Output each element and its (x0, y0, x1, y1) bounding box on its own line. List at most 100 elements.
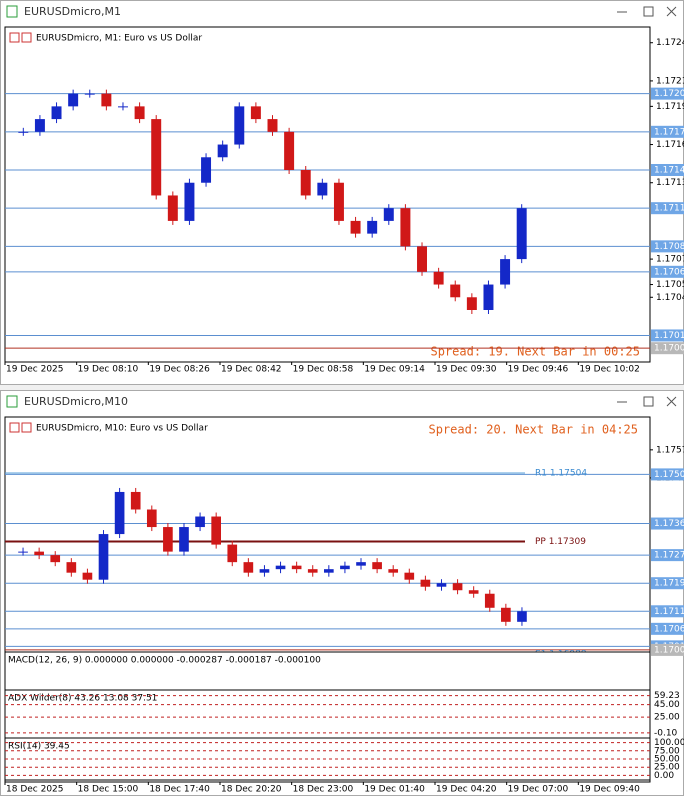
candle (340, 565, 350, 570)
price-level-label: 1.1706 (654, 624, 684, 634)
candle (130, 491, 141, 510)
price-level-label: 1.1711 (654, 607, 684, 617)
price-level-box (651, 202, 684, 215)
time-label: 19 Dec 08:42 (221, 365, 282, 375)
candle (500, 259, 511, 285)
candle (167, 195, 178, 221)
candle (50, 555, 61, 563)
indicator-tick-label: 100.00 (654, 738, 684, 748)
indicator-label: RSI(14) 39.45 (8, 742, 70, 752)
close-button[interactable] (666, 396, 677, 407)
indicator-tick-label: 45.00 (654, 700, 680, 710)
candle (450, 284, 461, 298)
candle (307, 569, 318, 573)
price-tick-label: 1.1705 (656, 280, 684, 290)
candle (98, 534, 109, 580)
candle (18, 131, 29, 133)
candle (372, 562, 382, 570)
candle (211, 516, 221, 545)
price-level-box (651, 342, 684, 355)
window-title: EURUSDmicro,M1 (24, 5, 121, 18)
time-label: 19 Dec 09:40 (579, 785, 640, 795)
price-level-box (651, 468, 684, 481)
time-label: 19 Dec 07:00 (508, 785, 569, 795)
window-icon (6, 5, 18, 18)
candle (250, 106, 261, 120)
maximize-button[interactable] (643, 396, 654, 407)
price-level-box (651, 87, 684, 100)
maximize-button[interactable] (643, 6, 654, 17)
price-level-box (651, 164, 684, 176)
candle (324, 569, 334, 573)
candle (234, 106, 245, 145)
candle (201, 157, 212, 183)
indicator-tick-label: 50.00 (654, 755, 680, 765)
candle (101, 93, 112, 107)
candle (436, 583, 447, 587)
price-level-box (651, 329, 684, 342)
pivot-label: PP 1.17309 (535, 537, 586, 547)
time-label: 19 Dec 09:46 (508, 365, 569, 375)
price-level-label: 1.1714 (654, 166, 684, 176)
window-title: EURUSDmicro,M10 (24, 395, 128, 408)
candle (284, 131, 295, 170)
time-label: 19 Dec 09:30 (436, 365, 497, 375)
candle (163, 527, 173, 552)
price-level-label: 1.1700 (654, 344, 684, 354)
price-level-box (651, 622, 684, 635)
candle (114, 491, 125, 535)
price-level-box (651, 265, 684, 278)
candle (259, 569, 270, 573)
chart-area (4, 26, 651, 363)
price-level-label: 1.1720 (654, 89, 684, 99)
candle (383, 208, 394, 221)
time-label: 19 Dec 04:20 (436, 785, 497, 795)
price-level-box (651, 125, 684, 138)
candle (51, 106, 62, 120)
candle (184, 182, 195, 221)
spread-info: Spread: 20. Next Bar in 04:25 (428, 423, 638, 437)
price-tick-label: 1.1719 (656, 102, 684, 112)
indicator-tick-label: 75.00 (654, 746, 680, 756)
candle (118, 106, 128, 108)
indicator-tick-label: 59.23 (654, 691, 680, 701)
candle (400, 208, 411, 247)
time-label: 18 Dec 15:00 (78, 785, 139, 795)
price-level-label: 1.1711 (654, 204, 684, 214)
price-level-label: 1.1719 (654, 579, 684, 589)
candle (195, 516, 205, 528)
pivot-label: R1 1.17504 (535, 468, 587, 478)
candle (516, 208, 527, 260)
time-label: 18 Dec 17:40 (149, 785, 210, 795)
symbol-icon (21, 422, 32, 433)
time-label: 18 Dec 20:20 (221, 785, 282, 795)
price-level-box (651, 643, 684, 656)
candle (18, 551, 28, 553)
symbol-label: EURUSDmicro, M1: Euro vs US Dollar (36, 34, 202, 44)
candle (68, 93, 79, 107)
candle (34, 551, 44, 556)
time-label: 19 Dec 01:40 (364, 785, 425, 795)
candle (291, 565, 302, 570)
title-bar (1, 1, 683, 22)
symbol-icon (9, 422, 20, 433)
time-label: 19 Dec 08:10 (78, 365, 139, 375)
indicator-panel (4, 689, 651, 739)
candle (388, 569, 399, 573)
indicator-label: MACD(12, 26, 9) 0.000000 0.000000 -0.000… (8, 656, 321, 666)
price-level-label: 1.1700 (654, 645, 684, 655)
candle (356, 562, 366, 566)
candle (275, 565, 286, 570)
close-button[interactable] (666, 6, 677, 17)
indicator-tick-label: 25.00 (654, 713, 680, 723)
indicator-tick-label: 0.00 (654, 771, 674, 781)
price-level-label: 1.1701 (654, 331, 684, 341)
time-label: 19 Dec 09:14 (364, 365, 425, 375)
time-label: 19 Dec 10:02 (579, 365, 640, 375)
candle (517, 611, 527, 622)
candle (483, 284, 494, 310)
indicator-tick-label: 25.00 (654, 763, 680, 773)
time-label: 18 Dec 2025 (6, 785, 64, 795)
price-level-box (651, 240, 684, 253)
candle (66, 562, 77, 573)
